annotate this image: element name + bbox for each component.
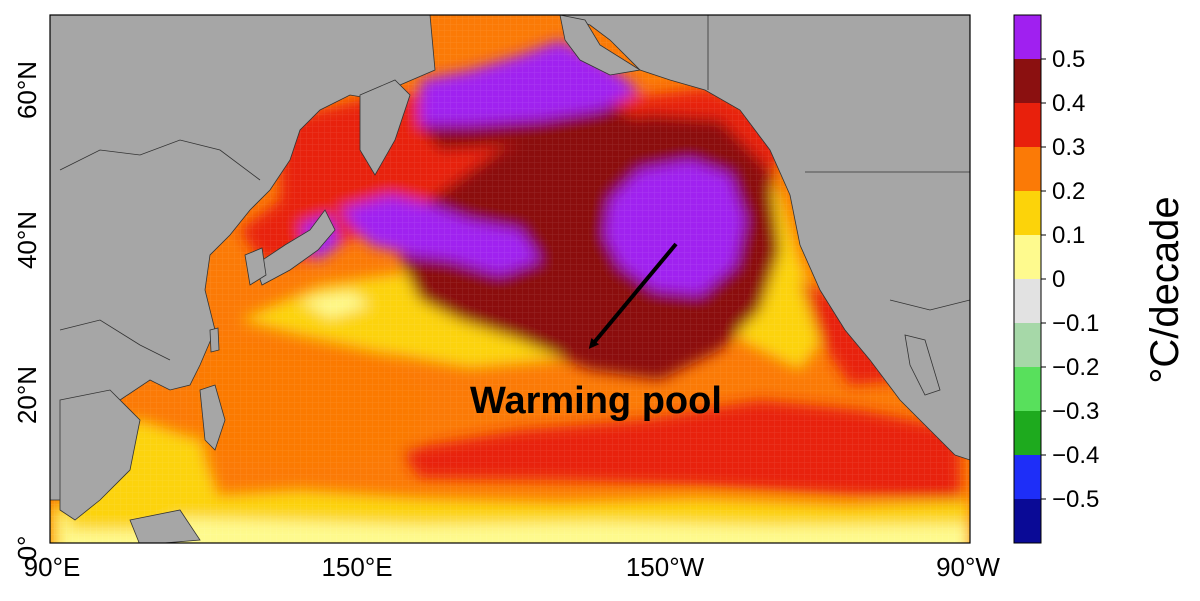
colorbar-swatch-2 [1014, 103, 1041, 148]
colorbar-tick-label-8: −0.3 [1052, 398, 1099, 425]
colorbar-swatch-5 [1014, 235, 1041, 280]
colorbar-swatch-8 [1014, 367, 1041, 412]
colorbar-tick-label-2: 0.3 [1052, 134, 1085, 161]
colorbar-swatch-6 [1014, 279, 1041, 324]
colorbar-tick-label-3: 0.2 [1052, 178, 1085, 205]
land-indochina [59, 389, 141, 521]
colorbar-swatch-11 [1014, 499, 1041, 544]
land-japan [254, 209, 336, 286]
land-borneo [129, 509, 201, 543]
colorbar-tick-label-6: −0.1 [1052, 310, 1099, 337]
border-mongolia [59, 139, 261, 181]
colorbar-unit-label: °C/decade [1143, 196, 1187, 383]
colorbar-tick-label-9: −0.4 [1052, 442, 1099, 469]
land-philippines [199, 384, 226, 451]
border-mexico [889, 299, 970, 311]
country-borders [59, 15, 970, 361]
colorbar-tick-label-4: 0.1 [1052, 222, 1085, 249]
land-baja-california [904, 334, 941, 396]
lon-tick-150e: 150°E [321, 552, 392, 582]
colorbar-swatch-0 [1014, 15, 1041, 60]
warming-pool-label: Warming pool [470, 380, 722, 422]
lat-tick-60n: 60°N [12, 61, 42, 119]
lat-tick-40n: 40°N [12, 211, 42, 269]
colorbar-frame [1013, 14, 1042, 544]
lon-tick-150w: 150°W [626, 552, 705, 582]
longitude-ticks: 90°E 150°E 150°W 90°W [24, 552, 1001, 582]
colorbar-tick-labels: 0.5 0.4 0.3 0.2 0.1 0 −0.1 −0.2 −0.3 −0.4 −0.5 [1052, 46, 1099, 513]
border-china [59, 319, 171, 361]
lat-tick-0: 0° [12, 536, 42, 561]
colorbar-tick-label-5: 0 [1052, 266, 1065, 293]
colorbar-swatch-1 [1014, 59, 1041, 104]
lon-tick-90e: 90°E [24, 552, 81, 582]
colorbar-tick-label-0: 0.5 [1052, 46, 1085, 73]
land-korea [244, 247, 267, 286]
colorbar-swatch-7 [1014, 323, 1041, 368]
map-frame [49, 14, 971, 544]
latitude-ticks: 0° 20°N 40°N 60°N [12, 61, 42, 560]
colorbar-swatch-9 [1014, 411, 1041, 456]
lon-tick-90w: 90°W [936, 552, 1000, 582]
land-alaska-peninsula [559, 15, 642, 76]
land-masses [50, 15, 970, 543]
land-kamchatka [359, 79, 411, 176]
colorbar-tick-label-10: −0.5 [1052, 486, 1099, 513]
sea-surface-temperature-trend-map [50, 15, 970, 543]
land-taiwan [209, 327, 220, 353]
colorbar-tick-label-1: 0.4 [1052, 90, 1085, 117]
colorbar-swatch-3 [1014, 147, 1041, 192]
warming-pool-arrow [588, 242, 678, 349]
colorbar-swatch-4 [1014, 191, 1041, 236]
lat-tick-20n: 20°N [12, 366, 42, 424]
colorbar-tick-label-7: −0.2 [1052, 354, 1099, 381]
colorbar-swatch-10 [1014, 455, 1041, 500]
colorbar [1014, 15, 1046, 544]
